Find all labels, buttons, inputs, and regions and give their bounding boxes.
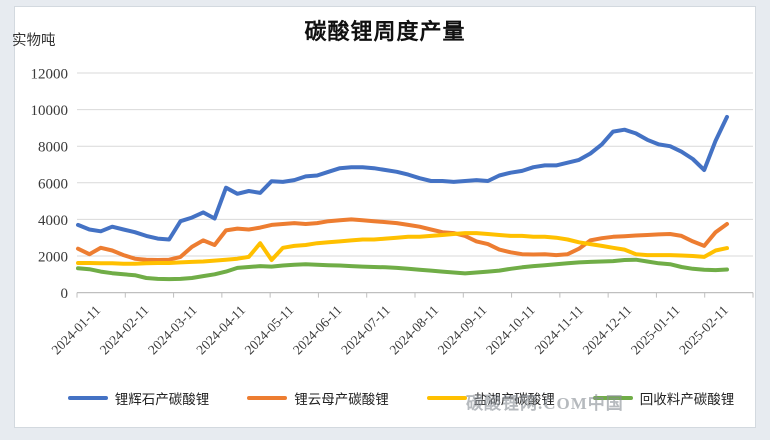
y-axis-tick-label: 8000 <box>38 140 68 156</box>
x-axis-tick-label: 2024-01-11 <box>48 303 103 358</box>
x-axis-tick-label: 2024-12-11 <box>580 303 635 358</box>
y-axis-unit-label: 实物吨 <box>12 33 56 49</box>
x-axis-tick-label: 2024-11-11 <box>532 303 586 357</box>
y-axis-tick-label: 4000 <box>38 213 68 229</box>
y-axis-tick-label: 10000 <box>31 103 69 119</box>
x-axis-tick-label: 2024-02-11 <box>97 303 152 358</box>
legend-marker-spodumene <box>67 396 108 400</box>
legend-label-spodumene: 锂辉石产碳酸锂 <box>114 392 210 407</box>
legend-item-recycled: 回收料产碳酸锂 <box>592 388 735 408</box>
y-axis-tick-label: 6000 <box>38 176 68 192</box>
series-line-spodumene <box>76 114 729 242</box>
legend-item-spodumene: 锂辉石产碳酸锂 <box>67 388 210 408</box>
legend-marker-lepidolite <box>247 396 288 400</box>
x-axis-tick-label: 2024-04-11 <box>193 303 248 358</box>
legend-label-lepidolite: 锂云母产碳酸锂 <box>294 392 389 407</box>
legend-label-salt-lake: 盐湖产碳酸锂 <box>473 392 555 407</box>
x-axis-tick-label: 2024-03-11 <box>145 303 200 358</box>
y-axis-tick-label: 0 <box>61 286 69 302</box>
x-axis-tick-label: 2024-10-11 <box>483 303 538 358</box>
x-axis-tick-label: 2025-01-11 <box>628 303 683 358</box>
x-axis-tick-label: 2024-06-11 <box>290 303 345 358</box>
x-axis-tick-label: 2024-08-11 <box>386 303 441 358</box>
x-axis-tick-label: 2024-05-11 <box>242 303 297 358</box>
chart-title: 碳酸锂周度产量 <box>304 19 466 44</box>
legend-item-lepidolite: 锂云母产碳酸锂 <box>247 388 389 408</box>
series-line-recycled <box>76 257 729 282</box>
y-axis-tick-label: 2000 <box>38 250 68 266</box>
series-line-lepidolite <box>76 217 729 262</box>
x-axis-tick-label: 2025-02-11 <box>676 303 731 358</box>
series-line-salt-lake <box>76 231 729 266</box>
x-axis-tick-label: 2024-07-11 <box>338 303 393 358</box>
legend-item-salt-lake: 盐湖产碳酸锂 <box>426 388 555 408</box>
legend-marker-salt-lake <box>426 396 467 400</box>
chart-legend: 锂辉石产碳酸锂 锂云母产碳酸锂 盐湖产碳酸锂 回收料产碳酸锂 <box>48 388 754 408</box>
chart-card <box>14 6 756 428</box>
y-axis-tick-label: 12000 <box>31 67 69 83</box>
legend-label-recycled: 回收料产碳酸锂 <box>639 392 735 407</box>
legend-marker-recycled <box>592 396 633 400</box>
x-axis-tick-label: 2024-09-11 <box>435 303 490 358</box>
